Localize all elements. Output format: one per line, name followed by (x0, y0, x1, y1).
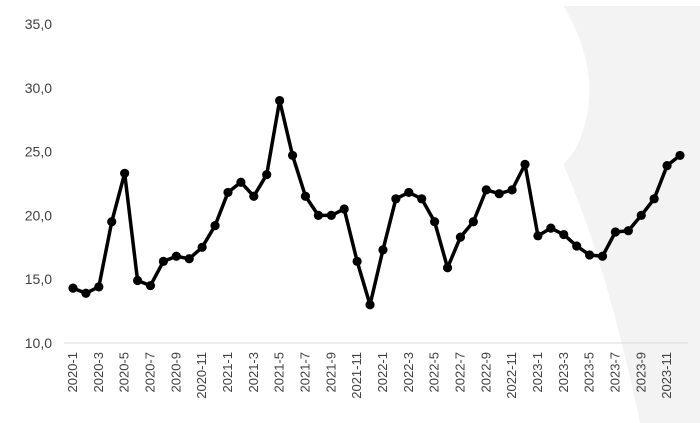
x-tick-label: 2023-7 (607, 352, 622, 392)
data-point (455, 232, 466, 242)
x-tick-label: 2020-5 (117, 352, 132, 392)
x-tick-label: 2020-3 (91, 352, 106, 392)
data-point (300, 191, 311, 201)
data-point (378, 245, 388, 255)
data-point (636, 210, 646, 220)
data-point (197, 242, 207, 252)
x-tick-label: 2022-9 (478, 352, 493, 392)
x-tick-label: 2022-7 (452, 352, 467, 392)
data-point (68, 283, 78, 293)
y-tick-label: 25,0 (25, 144, 52, 160)
data-point (391, 194, 401, 204)
x-tick-label: 2023-5 (582, 352, 597, 392)
data-point (171, 251, 181, 261)
data-point (494, 189, 504, 199)
data-point (365, 300, 375, 310)
x-tick-label: 2022-5 (427, 352, 442, 392)
data-point (559, 229, 569, 240)
data-point (481, 185, 491, 195)
series (68, 95, 685, 310)
x-tick-label: 2022-1 (375, 352, 390, 392)
data-point (81, 288, 91, 298)
y-tick-label: 20,0 (25, 207, 52, 223)
x-tick-label: 2021-11 (349, 352, 364, 399)
data-point (584, 250, 595, 260)
data-point (675, 150, 685, 161)
data-point (223, 187, 233, 198)
x-tick-label: 2020-7 (142, 352, 157, 392)
x-tick-label: 2021-9 (323, 352, 338, 392)
data-point (210, 221, 220, 231)
bg-shape-highlight (150, 0, 590, 241)
y-axis-ticks: 10,0 15,0 20,0 25,0 30,0 35,0 (25, 16, 52, 351)
data-point (339, 204, 349, 214)
data-point (533, 231, 543, 241)
data-point (145, 280, 156, 291)
x-tick-label: 2021-3 (246, 352, 261, 392)
data-point (120, 168, 130, 178)
data-point (352, 256, 362, 266)
data-point (430, 217, 440, 227)
x-tick-label: 2020-11 (194, 352, 209, 399)
data-point (649, 194, 659, 204)
x-tick-label: 2023-1 (530, 352, 545, 392)
data-point (249, 191, 259, 201)
data-point (442, 263, 453, 273)
x-tick-label: 2023-3 (556, 352, 571, 392)
data-point (468, 217, 478, 227)
data-point (623, 226, 633, 236)
data-point (610, 227, 621, 237)
data-point (275, 95, 285, 106)
data-point (597, 251, 608, 261)
y-tick-label: 30,0 (25, 80, 52, 96)
x-tick-label: 2020-9 (168, 352, 183, 392)
x-tick-label: 2023-11 (659, 352, 674, 399)
data-point (417, 194, 427, 204)
data-point (94, 282, 104, 292)
data-point (132, 275, 143, 286)
bg-shape-top (0, 0, 700, 6)
data-point (662, 161, 672, 171)
data-point (158, 256, 169, 266)
data-point (262, 169, 272, 180)
x-tick-label: 2023-9 (633, 352, 648, 392)
y-tick-label: 10,0 (25, 335, 52, 351)
data-point (287, 150, 298, 161)
data-point (572, 241, 582, 251)
y-tick-label: 15,0 (25, 271, 52, 287)
data-point (236, 177, 246, 187)
data-point (184, 254, 194, 264)
data-point (326, 210, 336, 220)
x-axis-ticks: 2020-1 2020-3 2020-5 2020-7 2020-9 2020-11 202… (65, 352, 674, 399)
data-point (507, 185, 517, 195)
x-tick-label: 2021-1 (220, 352, 235, 392)
x-tick-label: 2020-1 (65, 352, 80, 392)
y-tick-label: 35,0 (25, 16, 52, 32)
x-tick-label: 2022-11 (504, 352, 519, 399)
x-tick-label: 2022-3 (401, 352, 416, 392)
data-point (404, 187, 414, 198)
x-tick-label: 2021-5 (272, 352, 287, 392)
x-tick-label: 2021-7 (297, 352, 312, 392)
data-point (546, 223, 556, 233)
data-point (520, 159, 530, 169)
data-point (313, 210, 323, 220)
data-point (107, 217, 117, 227)
